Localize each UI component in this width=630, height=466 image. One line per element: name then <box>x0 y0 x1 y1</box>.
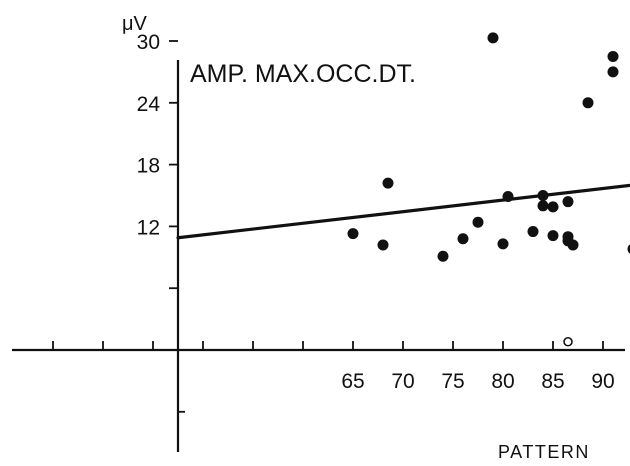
data-point <box>627 244 630 254</box>
data-point <box>472 216 484 228</box>
y-tick-label: 30 <box>137 31 160 54</box>
x-axis-label: PATTERN <box>498 442 590 462</box>
x-tick-label: 85 <box>541 370 564 393</box>
x-tick-label: 80 <box>491 370 514 393</box>
data-points <box>347 32 630 347</box>
data-point <box>547 201 559 213</box>
data-point <box>537 190 549 201</box>
regression-line <box>176 183 630 240</box>
axes <box>12 60 625 452</box>
data-point <box>582 97 594 109</box>
data-point <box>547 230 559 242</box>
y-tick-label: 18 <box>137 155 160 178</box>
data-point <box>497 238 509 250</box>
data-point <box>607 50 619 62</box>
y-tick-label: 12 <box>137 216 160 239</box>
data-point <box>502 191 514 203</box>
ticks <box>52 40 604 413</box>
data-point <box>382 177 394 189</box>
data-point <box>562 196 574 208</box>
data-point <box>487 32 499 44</box>
data-point <box>457 233 469 245</box>
y-axis-label: μV <box>122 13 148 35</box>
chart-title: AMP. MAX.OCC.DT. <box>190 60 416 88</box>
tick-labels: 6570758085909510012182430 <box>137 31 615 393</box>
y-tick-label: 24 <box>137 93 161 116</box>
regression-line-group <box>176 183 630 240</box>
x-tick-label: 75 <box>441 370 464 393</box>
data-point <box>527 226 539 238</box>
data-point <box>537 200 549 212</box>
data-point <box>347 228 359 240</box>
data-point-open <box>563 336 573 347</box>
x-tick-label: 90 <box>591 370 614 393</box>
data-point <box>437 250 449 262</box>
x-tick-label: 70 <box>391 370 414 393</box>
data-point <box>567 239 579 251</box>
data-point <box>377 239 389 251</box>
x-tick-label: 65 <box>341 370 364 393</box>
data-point <box>607 66 619 78</box>
